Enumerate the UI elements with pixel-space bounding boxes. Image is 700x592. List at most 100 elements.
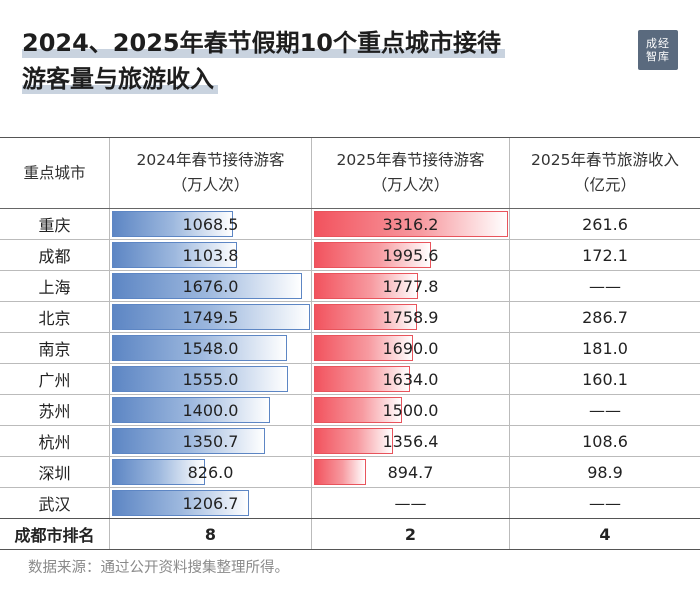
table-row: 重庆 1068.5 3316.2 261.6 xyxy=(0,209,700,240)
value-v2025: 1500.0 xyxy=(382,400,439,420)
cell-v2024: 1350.7 xyxy=(110,426,312,456)
cell-v2024: 1749.5 xyxy=(110,302,312,332)
cell-v2024: 1548.0 xyxy=(110,333,312,363)
cell-v2025: 1500.0 xyxy=(312,395,510,425)
cell-v2024: 1676.0 xyxy=(110,271,312,301)
value-v2025: 1634.0 xyxy=(382,369,439,389)
cell-v2025: 1356.4 xyxy=(312,426,510,456)
cell-v2025: 1777.8 xyxy=(312,271,510,301)
cell-v2025: 1758.9 xyxy=(312,302,510,332)
header-city-label: 重点城市 xyxy=(23,163,86,182)
value-v2024: 1400.0 xyxy=(182,400,239,420)
city-name: 成都 xyxy=(0,240,110,270)
header-2025-visitors: 2025年春节接待游客 （万人次） xyxy=(312,138,510,208)
bar-2024 xyxy=(112,242,237,268)
logo-text-2: 智库 xyxy=(646,50,670,63)
bar-2025 xyxy=(314,366,410,392)
city-name: 武汉 xyxy=(0,488,110,518)
cell-v2024: 1206.7 xyxy=(110,488,312,518)
header-2024-unit: （万人次） xyxy=(171,176,250,194)
city-name: 重庆 xyxy=(0,209,110,239)
value-v2024: 1103.8 xyxy=(182,245,239,265)
table-row: 深圳 826.0 894.7 98.9 xyxy=(0,457,700,488)
bar-2025 xyxy=(314,335,413,361)
city-name: 北京 xyxy=(0,302,110,332)
cell-v2024: 1400.0 xyxy=(110,395,312,425)
table-row: 武汉 1206.7 —— —— xyxy=(0,488,700,519)
city-name: 杭州 xyxy=(0,426,110,456)
header-2025-label: 2025年春节接待游客 xyxy=(336,151,485,169)
logo-text-1: 成经 xyxy=(646,37,670,50)
value-income: 261.6 xyxy=(582,214,628,234)
rank-2024: 8 xyxy=(110,519,312,549)
value-income: —— xyxy=(589,276,621,296)
rank-2025: 2 xyxy=(312,519,510,549)
value-v2025: 1356.4 xyxy=(382,431,439,451)
city-name: 南京 xyxy=(0,333,110,363)
rank-income: 4 xyxy=(599,524,611,544)
bar-2025 xyxy=(314,211,508,237)
value-v2024: 1068.5 xyxy=(182,214,239,234)
bar-2024 xyxy=(112,366,288,392)
value-v2025: 1995.6 xyxy=(382,245,439,265)
table-row: 杭州 1350.7 1356.4 108.6 xyxy=(0,426,700,457)
bar-2025 xyxy=(314,242,431,268)
cell-v2025: 1690.0 xyxy=(312,333,510,363)
bar-2025 xyxy=(314,273,418,299)
brand-logo: 成经 智库 xyxy=(638,30,678,70)
value-v2025: 3316.2 xyxy=(382,214,439,234)
bar-2025 xyxy=(314,459,366,485)
table-row: 北京 1749.5 1758.9 286.7 xyxy=(0,302,700,333)
bar-2024 xyxy=(112,428,265,454)
table-row: 南京 1548.0 1690.0 181.0 xyxy=(0,333,700,364)
title: 2024、2025年春节假期10个重点城市接待 游客量与旅游收入 xyxy=(22,28,505,94)
value-income: 181.0 xyxy=(582,338,628,358)
bar-2024 xyxy=(112,397,270,423)
value-income: 98.9 xyxy=(587,462,623,482)
bar-2024 xyxy=(112,304,310,330)
cell-v2025: 1634.0 xyxy=(312,364,510,394)
value-v2024: 1749.5 xyxy=(182,307,239,327)
table-header: 重点城市 2024年春节接待游客 （万人次） 2025年春节接待游客 （万人次）… xyxy=(0,138,700,209)
value-v2024: 1206.7 xyxy=(182,493,239,513)
table-row: 成都 1103.8 1995.6 172.1 xyxy=(0,240,700,271)
bar-2024 xyxy=(112,211,233,237)
cell-v2024: 826.0 xyxy=(110,457,312,487)
header-2024-visitors: 2024年春节接待游客 （万人次） xyxy=(110,138,312,208)
value-v2025: 894.7 xyxy=(387,462,434,482)
title-line-2: 游客量与旅游收入 xyxy=(22,64,218,94)
cell-v2025: 1995.6 xyxy=(312,240,510,270)
bar-2024 xyxy=(112,490,249,516)
value-income: —— xyxy=(589,493,621,513)
bar-2025 xyxy=(314,428,393,454)
table-body: 重庆 1068.5 3316.2 261.6 成都 1103.8 1995.6 172.1 上海… xyxy=(0,209,700,519)
bar-2024 xyxy=(112,459,205,485)
cell-v2025: 3316.2 xyxy=(312,209,510,239)
data-table: 重点城市 2024年春节接待游客 （万人次） 2025年春节接待游客 （万人次）… xyxy=(0,137,700,550)
value-income: 286.7 xyxy=(582,307,628,327)
rank-row: 成都市排名 8 2 4 xyxy=(0,519,700,550)
value-income: 172.1 xyxy=(582,245,628,265)
bar-2025 xyxy=(314,397,402,423)
header-2025-income: 2025年春节旅游收入 （亿元） xyxy=(510,138,700,208)
value-v2024: 1555.0 xyxy=(182,369,239,389)
cell-v2024: 1555.0 xyxy=(110,364,312,394)
cell-v2025: —— xyxy=(312,488,510,518)
value-v2025: 1690.0 xyxy=(382,338,439,358)
bar-2024 xyxy=(112,273,302,299)
value-v2024: 1676.0 xyxy=(182,276,239,296)
header-2025-unit: （万人次） xyxy=(371,176,450,194)
value-v2024: 1548.0 xyxy=(182,338,239,358)
header-income-unit: （亿元） xyxy=(573,176,636,194)
value-income: —— xyxy=(589,400,621,420)
cell-v2025: 894.7 xyxy=(312,457,510,487)
city-name: 上海 xyxy=(0,271,110,301)
value-income: 108.6 xyxy=(582,431,628,451)
header-2024-label: 2024年春节接待游客 xyxy=(136,151,285,169)
source-note: 数据来源：通过公开资料搜集整理所得。 xyxy=(28,560,289,576)
value-v2024: 1350.7 xyxy=(182,431,239,451)
value-v2024: 826.0 xyxy=(187,462,234,482)
table-row: 苏州 1400.0 1500.0 —— xyxy=(0,395,700,426)
cell-v2024: 1103.8 xyxy=(110,240,312,270)
value-income: 160.1 xyxy=(582,369,628,389)
